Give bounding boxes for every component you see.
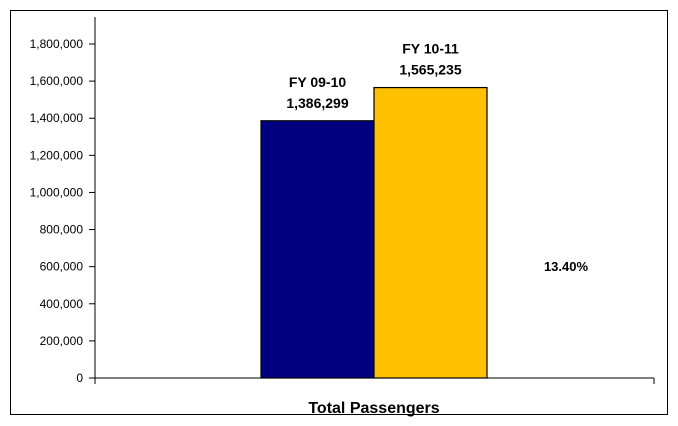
y-tick-label: 0	[76, 371, 83, 385]
x-axis-label: Total Passengers	[308, 400, 439, 417]
percent-change-annotation: 13.40%	[544, 259, 589, 274]
bar-series-label: FY 10-11	[402, 41, 459, 57]
y-tick-label: 1,400,000	[30, 111, 84, 125]
bar-value-label: 1,386,299	[286, 95, 348, 111]
y-tick-label: 600,000	[40, 260, 84, 274]
y-tick-label: 800,000	[40, 223, 84, 237]
y-tick-label: 1,200,000	[30, 148, 84, 162]
bar-series-label: FY 09-10	[289, 74, 347, 90]
y-tick-label: 1,800,000	[30, 37, 84, 51]
y-tick-label: 400,000	[40, 297, 84, 311]
bar-fy-09-10	[260, 120, 375, 379]
bars	[260, 86, 488, 379]
y-axis-ticks: 0 200,000 400,000 600,000 800,000 1,000,000 1,…	[30, 37, 95, 385]
bar-value-label: 1,565,235	[399, 62, 461, 78]
bar-fy-10-11	[373, 86, 488, 379]
bar-labels: FY 09-10 1,386,299 FY 10-11 1,565,235	[286, 41, 461, 111]
y-tick-label: 200,000	[40, 334, 84, 348]
y-tick-label: 1,000,000	[30, 185, 84, 199]
y-tick-label: 1,600,000	[30, 74, 84, 88]
